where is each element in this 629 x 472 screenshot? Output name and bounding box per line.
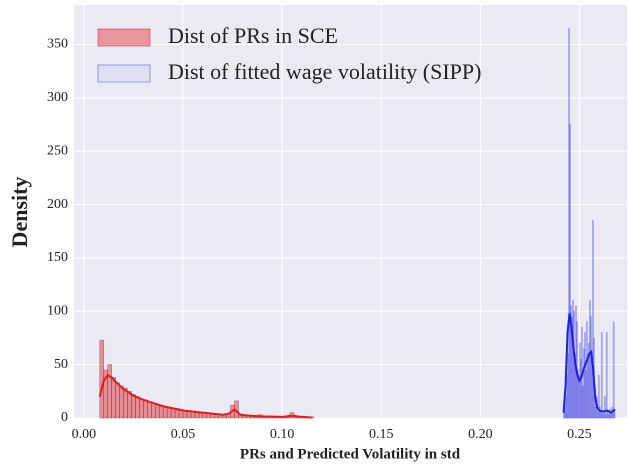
y-tick-label: 350 xyxy=(47,37,68,52)
x-tick-label: 0.20 xyxy=(468,427,493,442)
histogram-bar xyxy=(597,375,600,419)
histogram-bar xyxy=(604,414,607,419)
histogram-bar xyxy=(131,394,136,419)
legend-label: Dist of fitted wage volatility (SIPP) xyxy=(168,59,481,84)
histogram-bar xyxy=(582,385,584,419)
histogram-bar xyxy=(601,414,604,419)
x-tick-label: 0.00 xyxy=(72,427,97,442)
histogram-bar xyxy=(143,399,148,419)
legend-label: Dist of PRs in SCE xyxy=(168,23,338,48)
histogram-bar xyxy=(107,364,112,419)
histogram-bar xyxy=(162,405,168,419)
histogram-bar xyxy=(99,339,105,419)
histogram-bar xyxy=(613,412,616,419)
histogram-bar xyxy=(608,409,611,419)
y-tick-label: 100 xyxy=(47,304,68,319)
histogram-bar xyxy=(567,353,569,419)
histogram-bar xyxy=(590,316,592,419)
kde-line xyxy=(562,313,616,414)
y-tick-label: 200 xyxy=(47,197,68,212)
histogram-bar xyxy=(569,124,571,419)
x-tick-label: 0.10 xyxy=(270,427,295,442)
histogram-bar xyxy=(572,300,574,419)
marks xyxy=(98,28,616,419)
histogram-bar xyxy=(609,414,612,419)
histogram-bar xyxy=(565,396,567,419)
y-tick-label: 300 xyxy=(47,90,68,105)
histogram-bar xyxy=(598,407,601,419)
histogram-bar xyxy=(602,412,605,419)
histogram-bar xyxy=(571,316,573,419)
x-tick-label: 0.25 xyxy=(567,427,592,442)
histogram-bar xyxy=(606,412,609,419)
histogram-bar xyxy=(147,401,152,419)
histogram-bar xyxy=(578,375,580,419)
histogram-bar xyxy=(570,305,572,419)
histogram-bar xyxy=(599,412,602,419)
histogram-bar xyxy=(589,300,591,419)
histogram-bar xyxy=(585,369,587,419)
histogram-bar xyxy=(139,398,144,419)
histogram-bar xyxy=(607,414,610,419)
legend-swatch xyxy=(97,64,151,83)
histogram-bar xyxy=(566,375,568,419)
histogram-bar xyxy=(111,377,116,419)
y-tick-label: 150 xyxy=(47,250,68,265)
histogram-bar xyxy=(115,382,120,419)
histogram-bar xyxy=(596,412,599,419)
histogram-bar xyxy=(580,359,582,419)
histogram-bar xyxy=(151,402,156,419)
histogram-bar xyxy=(612,321,615,419)
legend-swatch xyxy=(97,28,151,47)
plot-area xyxy=(74,5,627,418)
histogram-bar xyxy=(154,403,160,419)
histogram-bar xyxy=(166,407,172,419)
histogram-bar xyxy=(600,332,603,419)
histogram-bar xyxy=(170,408,176,419)
histogram-bar xyxy=(584,332,586,419)
histogram-bar xyxy=(583,348,585,419)
histogram-bar xyxy=(119,385,124,419)
y-tick-label: 250 xyxy=(47,143,68,158)
histogram-bar xyxy=(577,369,579,419)
histogram-bar xyxy=(127,391,132,419)
kde-line xyxy=(98,374,312,419)
x-tick-label: 0.05 xyxy=(171,427,196,442)
y-tick-label: 0 xyxy=(61,410,68,425)
histogram-bar xyxy=(592,220,594,419)
x-axis-label: PRs and Predicted Volatility in std xyxy=(240,446,461,462)
y-tick-label: 50 xyxy=(54,357,68,372)
histogram-bar xyxy=(587,353,589,419)
histogram-bar xyxy=(605,332,608,419)
histogram-bar xyxy=(588,342,590,419)
grid xyxy=(74,5,627,419)
histogram-bar xyxy=(135,396,140,419)
histogram-bar xyxy=(123,387,128,419)
histogram-bar xyxy=(568,28,570,419)
y-axis-label: Density xyxy=(7,177,32,248)
histogram-bar xyxy=(586,321,588,419)
histogram-bar xyxy=(594,407,597,419)
histogram-bar xyxy=(603,396,606,419)
x-tick-label: 0.15 xyxy=(369,427,394,442)
